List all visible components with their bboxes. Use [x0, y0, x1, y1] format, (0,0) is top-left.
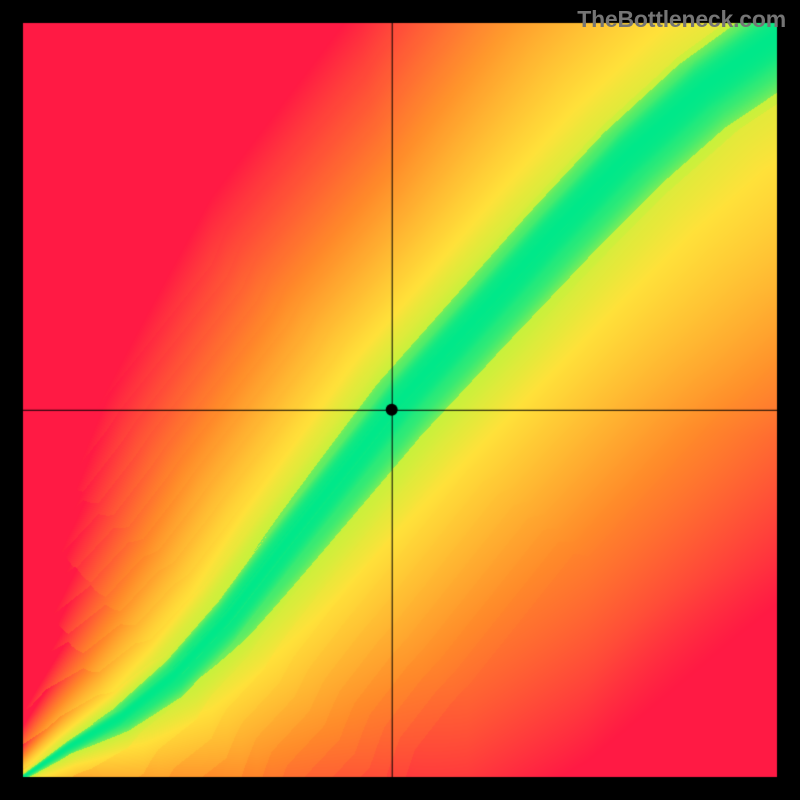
bottleneck-heatmap [0, 0, 800, 800]
chart-container: TheBottleneck.com [0, 0, 800, 800]
